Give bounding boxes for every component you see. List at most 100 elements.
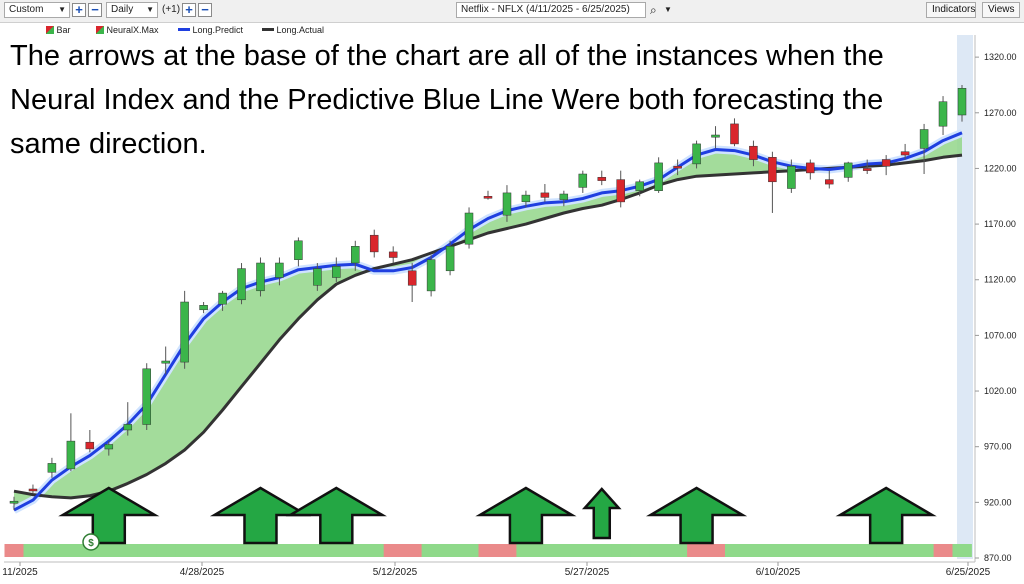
legend-bar: Bar — [46, 25, 71, 35]
y-tick-label: 1270.00 — [984, 108, 1017, 118]
neural-strip-segment — [232, 544, 252, 557]
candle-down — [28, 488, 38, 492]
neural-strip-segment — [838, 544, 859, 557]
candle-up — [502, 192, 512, 216]
indicators-button[interactable]: Indicators — [926, 2, 976, 18]
interval-value: Daily — [111, 4, 134, 15]
add-offset-button[interactable]: + — [182, 3, 196, 17]
legend-bar-label: Bar — [56, 25, 71, 35]
candle-up — [123, 424, 133, 431]
candle-down — [768, 157, 777, 183]
neural-strip-segment — [383, 544, 404, 557]
toolbar: Custom ▼ + − Daily ▼ (+1) + − Netflix - … — [0, 0, 1024, 23]
candle-up — [938, 101, 948, 127]
candle-up — [180, 301, 189, 363]
legend-predict-label: Long.Predict — [192, 25, 244, 35]
timeframe-value: Custom — [9, 4, 44, 15]
up-arrow-signal — [475, 486, 577, 545]
candle-up — [843, 162, 853, 178]
neural-strip-segment — [630, 544, 650, 557]
neural-strip-segment — [137, 544, 157, 557]
neural-strip-segment — [99, 544, 119, 557]
dividend-icon-glyph: $ — [88, 538, 94, 549]
candle-down — [881, 159, 891, 167]
y-tick-label: 970.00 — [984, 442, 1012, 452]
predict-actual-band — [14, 132, 962, 511]
interval-select[interactable]: Daily ▼ — [106, 2, 158, 18]
candle-up — [919, 129, 929, 149]
chevron-down-icon[interactable]: ▼ — [664, 5, 672, 14]
neural-strip-segment — [156, 544, 176, 557]
neural-strip-segment — [402, 544, 423, 557]
legend-neural: NeuralX.Max — [96, 25, 159, 35]
candle-down — [862, 168, 872, 171]
symbol-field[interactable]: Netflix - NFLX (4/11/2025 - 6/25/2025) — [456, 2, 646, 18]
y-tick-label: 870.00 — [984, 553, 1012, 563]
candle-up — [787, 165, 796, 189]
neural-strip-segment — [781, 544, 802, 557]
candle-up — [66, 440, 76, 470]
offset-label: (+1) — [162, 4, 181, 15]
neural-strip-segment — [118, 544, 138, 557]
neural-strip-segment — [952, 544, 972, 557]
forecast-zone — [957, 35, 973, 559]
dividend-icon — [82, 533, 100, 551]
y-tick-label: 1070.00 — [984, 330, 1017, 340]
neural-strip-segment — [762, 544, 783, 557]
up-arrow-signal — [645, 486, 748, 545]
candle-up — [256, 262, 265, 292]
candle-up — [199, 305, 208, 311]
neural-strip-segment — [857, 544, 878, 557]
up-arrow-signal — [285, 486, 387, 545]
candle-up — [104, 444, 114, 450]
neural-strip-segment — [307, 544, 328, 557]
candle-down — [900, 151, 910, 156]
legend-actual: Long.Actual — [262, 25, 324, 35]
remove-offset-button[interactable]: − — [198, 3, 212, 17]
y-tick-label: 1020.00 — [984, 386, 1017, 396]
search-icon[interactable]: ⌕ — [650, 3, 657, 17]
neural-strip-segment — [175, 544, 195, 557]
neural-strip-segment — [687, 544, 707, 557]
neural-strip-segment — [573, 544, 593, 557]
candle-up — [521, 194, 531, 203]
candle-up — [351, 246, 360, 264]
candle-up — [237, 268, 246, 301]
zoom-in-button[interactable]: + — [72, 3, 86, 17]
candle-up — [445, 246, 455, 272]
x-tick-label: 6/25/2025 — [946, 567, 991, 578]
candle-up — [635, 181, 644, 191]
neural-strip-segment — [895, 544, 915, 557]
legend-predict: Long.Predict — [178, 25, 243, 35]
candle-down — [388, 251, 398, 258]
candle-up — [464, 212, 474, 245]
views-label: Views — [988, 4, 1015, 15]
candle-up — [654, 162, 663, 191]
x-tick-label: 5/27/2025 — [565, 567, 610, 578]
neural-strip-segment — [535, 544, 555, 557]
up-arrow-signal — [835, 486, 937, 545]
x-tick-label: 11/2025 — [2, 567, 38, 578]
candle-down — [369, 234, 379, 253]
neural-strip-segment — [649, 544, 669, 557]
candle-up — [9, 500, 19, 504]
candle-up — [711, 134, 720, 138]
up-arrow-signal — [581, 487, 622, 540]
candle-down — [540, 192, 550, 198]
bar-legend-icon — [46, 26, 54, 34]
neural-strip-segment — [288, 544, 309, 557]
x-tick-label: 5/12/2025 — [373, 567, 418, 578]
y-tick-label: 1120.00 — [984, 275, 1016, 285]
neural-strip-segment — [800, 544, 821, 557]
candle-down — [825, 179, 834, 185]
zoom-out-button[interactable]: − — [88, 3, 102, 17]
neural-strip-segment — [611, 544, 631, 557]
neural-strip-segment — [706, 544, 726, 557]
timeframe-select[interactable]: Custom ▼ — [4, 2, 70, 18]
views-button[interactable]: Views — [982, 2, 1020, 18]
neural-strip-segment — [592, 544, 612, 557]
actual-legend-icon — [262, 28, 274, 31]
candle-down — [673, 165, 682, 169]
neural-strip-segment — [819, 544, 840, 557]
